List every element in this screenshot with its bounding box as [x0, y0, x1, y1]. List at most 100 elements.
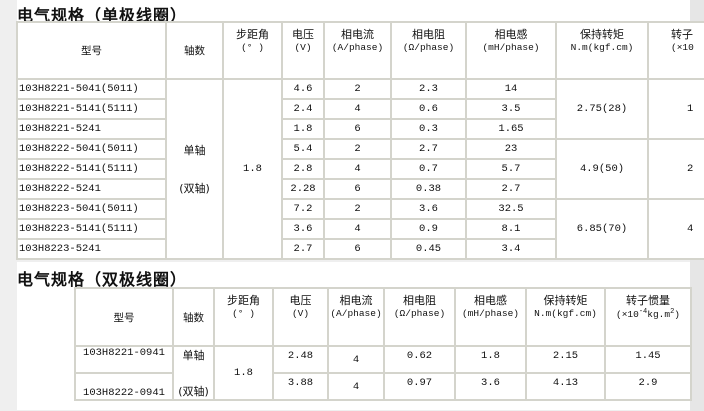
resistance-cell: 2.7 [390, 138, 467, 160]
current-cell: 2 [323, 78, 392, 100]
current-cell: 6 [323, 118, 392, 140]
voltage-cell: 4.6 [281, 78, 325, 100]
torque-cell: 4.13 [525, 372, 606, 401]
current-cell: 4 [327, 345, 385, 374]
inertia-cell: 2.9 [604, 372, 692, 401]
inductance-cell: 23 [465, 138, 557, 160]
inductance-cell: 5.7 [465, 158, 557, 180]
resistance-cell: 0.45 [390, 238, 467, 260]
header-inductance: 相电感 (mH/phase) [454, 287, 527, 347]
shaft-line1: 单轴 [183, 144, 206, 157]
resistance-cell: 0.38 [390, 178, 467, 200]
resistance-cell: 0.7 [390, 158, 467, 180]
model-cell: 103H8222-5141(5111) [16, 158, 167, 180]
header-step-angle: 步距角 (° ) [213, 287, 274, 347]
resistance-cell: 0.3 [390, 118, 467, 140]
table-row: 103H8223-5141(5111) 3.6 4 0.9 8.1 [16, 218, 704, 240]
table-row: 103H8222-0941 (双轴) 3.88 4 0.97 3.6 4.13 2.9 [74, 372, 692, 401]
model-cell: 103H8222-0941 [74, 372, 174, 401]
voltage-cell: 2.4 [281, 98, 325, 120]
table-row: 103H8222-5141(5111) 2.8 4 0.7 5.7 [16, 158, 704, 180]
current-cell: 6 [323, 178, 392, 200]
current-cell: 4 [327, 372, 385, 401]
current-cell: 4 [323, 98, 392, 120]
step-angle-cell: 1.8 [222, 78, 283, 260]
header-current: 相电流 (A/phase) [327, 287, 385, 347]
inertia-cell: 4 [647, 198, 704, 260]
header-torque: 保持转矩 N.m(kgf.cm) [525, 287, 606, 347]
inertia-cell: 1.45 [604, 345, 692, 374]
voltage-cell: 2.8 [281, 158, 325, 180]
current-cell: 6 [323, 238, 392, 260]
step-angle-cell: 1.8 [213, 345, 274, 401]
inductance-cell: 8.1 [465, 218, 557, 240]
model-cell: 103H8221-5141(5111) [16, 98, 167, 120]
inductance-cell: 3.4 [465, 238, 557, 260]
table-row: 103H8223-5241 2.7 6 0.45 3.4 [16, 238, 704, 260]
header-inertia: 转子惯量 (×10-4kg.m2) [604, 287, 692, 347]
inductance-cell: 3.5 [465, 98, 557, 120]
header-step-angle: 步距角 (° ) [222, 21, 283, 80]
shaft-cell: 单轴 [172, 345, 215, 373]
shaft-cell: (双轴) [172, 373, 215, 401]
resistance-cell: 0.97 [383, 372, 456, 401]
spec-table-bipolar: 型号 轴数 步距角 (° ) 电压 (V) 相电流 (A/phase) 相电阻 (Ω/p… [74, 287, 692, 401]
header-row: 型号 轴数 步距角 (° ) 电压 (V) 相电流 (A/phase) 相电阻 (Ω/p… [74, 287, 692, 347]
header-inductance: 相电感 (mH/phase) [465, 21, 557, 80]
section-title-single: 电气规格（单极线圈） [17, 6, 188, 25]
table-row: 103H8221-0941 单轴 1.8 2.48 4 0.62 1.8 2.15 1.45 [74, 345, 692, 401]
header-inertia: 转子 (×10 [647, 21, 704, 80]
inductance-cell: 2.7 [465, 178, 557, 200]
inductance-cell: 1.65 [465, 118, 557, 140]
resistance-cell: 0.9 [390, 218, 467, 240]
inductance-cell: 3.6 [454, 372, 527, 401]
voltage-cell: 2.28 [281, 178, 325, 200]
header-shaft: 轴数 [165, 21, 224, 80]
header-model: 型号 [16, 21, 167, 80]
voltage-cell: 2.48 [272, 345, 329, 374]
current-cell: 4 [323, 218, 392, 240]
model-cell: 103H8221-5041(5011) [16, 78, 167, 100]
voltage-cell: 2.7 [281, 238, 325, 260]
torque-cell: 4.9(50) [555, 138, 649, 200]
torque-cell: 2.15 [525, 345, 606, 374]
resistance-cell: 3.6 [390, 198, 467, 220]
model-cell: 103H8223-5141(5111) [16, 218, 167, 240]
table-row: 103H8222-5241 2.28 6 0.38 2.7 [16, 178, 704, 200]
model-cell: 103H8223-5241 [16, 238, 167, 260]
model-cell: 103H8223-5041(5011) [16, 198, 167, 220]
shaft-cell: 单轴 (双轴) [165, 78, 224, 260]
header-torque: 保持转矩 N.m(kgf.cm) [555, 21, 649, 80]
model-cell: 103H8222-5241 [16, 178, 167, 200]
voltage-cell: 7.2 [281, 198, 325, 220]
model-cell: 103H8221-0941 [74, 345, 174, 374]
spec-table-single: 型号 轴数 步距角 (° ) 电压 (V) 相电流 (A/phase) 相电阻 (Ω/p… [16, 21, 704, 260]
section-title-bipolar: 电气规格（双极线圈） [17, 270, 188, 289]
inductance-cell: 14 [465, 78, 557, 100]
model-cell: 103H8222-5041(5011) [16, 138, 167, 160]
inductance-cell: 32.5 [465, 198, 557, 220]
resistance-cell: 0.62 [383, 345, 456, 374]
current-cell: 2 [323, 198, 392, 220]
inertia-cell: 2 [647, 138, 704, 200]
header-current: 相电流 (A/phase) [323, 21, 392, 80]
inertia-cell: 1 [647, 78, 704, 140]
table-row: 103H8221-5241 1.8 6 0.3 1.65 [16, 118, 704, 140]
header-shaft: 轴数 [172, 287, 215, 347]
resistance-cell: 2.3 [390, 78, 467, 100]
model-cell: 103H8221-5241 [16, 118, 167, 140]
shaft-line2: (双轴) [179, 182, 210, 195]
voltage-cell: 3.6 [281, 218, 325, 240]
voltage-cell: 5.4 [281, 138, 325, 160]
table-row: 103H8222-5041(5011) 5.4 2 2.7 23 4.9(50) 2 [16, 138, 704, 200]
header-voltage: 电压 (V) [281, 21, 325, 80]
torque-cell: 2.75(28) [555, 78, 649, 140]
header-resistance: 相电阻 (Ω/phase) [390, 21, 467, 80]
current-cell: 4 [323, 158, 392, 180]
resistance-cell: 0.6 [390, 98, 467, 120]
table-row: 103H8221-5041(5011) 单轴 (双轴) 1.8 4.6 2 2.3 14 2.7… [16, 78, 704, 260]
table-row: 103H8221-5141(5111) 2.4 4 0.6 3.5 [16, 98, 704, 120]
current-cell: 2 [323, 138, 392, 160]
table-row: 103H8223-5041(5011) 7.2 2 3.6 32.5 6.85(70) 4 [16, 198, 704, 260]
header-voltage: 电压 (V) [272, 287, 329, 347]
